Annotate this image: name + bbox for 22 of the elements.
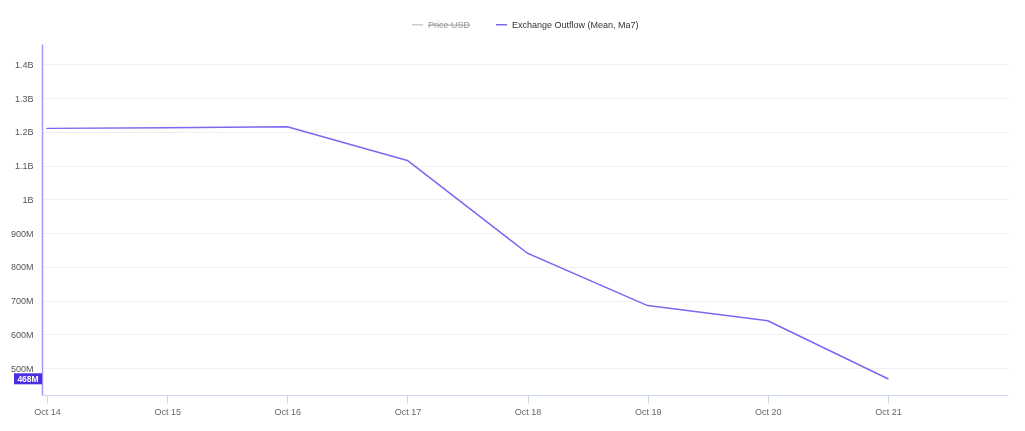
x-tick-label: Oct 14 [34, 406, 61, 417]
x-tick-label: Oct 21 [875, 406, 902, 417]
y-tick-label: 1.1B [14, 161, 34, 171]
line-series [46, 125, 889, 380]
legend-label: Price USD [428, 19, 471, 30]
y-tick-label: 800M [10, 262, 34, 273]
y-tick-label: 900M [10, 228, 34, 239]
x-tick-label: Oct 16 [274, 406, 302, 417]
x-tick-label: Oct 19 [634, 406, 662, 417]
legend-label: Exchange Outflow (Mean, Ma7) [512, 19, 639, 30]
y-tick-label: 500M [10, 363, 34, 374]
x-tick-label: Oct 20 [754, 406, 782, 417]
x-tick-label: Oct 17 [394, 406, 422, 417]
x-tick-label: Oct 15 [154, 406, 181, 417]
y-tick-label: 1.4B [14, 59, 34, 70]
x-tick-label: Oct 18 [514, 406, 542, 417]
y-tick-label: 1.3B [14, 93, 34, 104]
y-tick-label: 600M [10, 329, 34, 340]
y-tick-label: 1B [22, 194, 34, 205]
y-tick-label: 700M [10, 296, 34, 306]
annotation: 468M [17, 373, 39, 384]
y-tick-label: 1.2B [14, 127, 34, 138]
